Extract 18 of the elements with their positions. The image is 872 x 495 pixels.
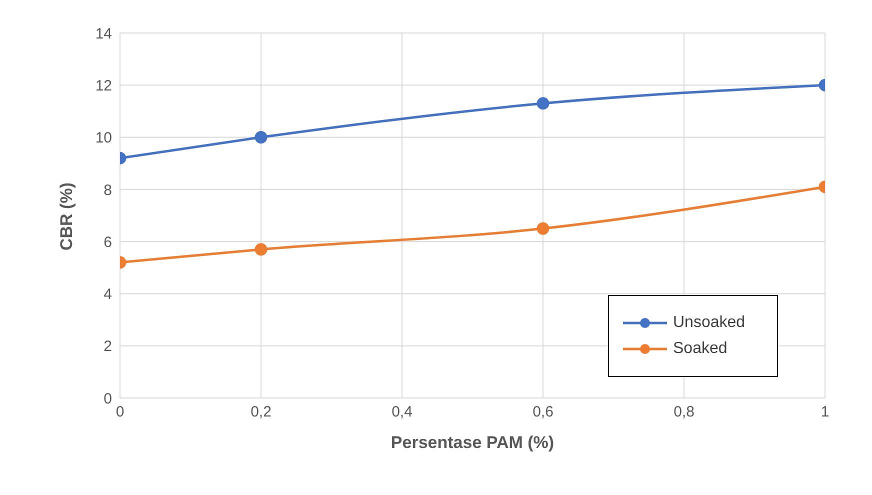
y-axis-title: CBR (%) [57,182,76,250]
y-tick-label: 2 [104,338,112,356]
legend-label: Unsoaked [673,314,746,332]
x-tick-label: 0,4 [392,404,412,421]
y-tick-label: 6 [104,234,112,251]
y-tick-label: 12 [95,77,112,94]
x-tick-label: 0 [116,404,124,421]
y-tick-label: 8 [104,182,112,199]
x-tick-label: 0,6 [532,404,554,421]
y-tick-label: 0 [104,390,112,408]
y-tick-label: 14 [95,25,112,42]
x-tick-label: 1 [820,404,830,421]
x-tick-label: 0,2 [250,404,272,421]
legend-label: Soaked [673,340,728,358]
x-tick-label: 0,8 [674,404,694,421]
y-tick-label: 10 [95,130,112,147]
y-tick-label: 4 [104,286,112,304]
x-axis-title: Persentase PAM (%) [390,433,554,452]
